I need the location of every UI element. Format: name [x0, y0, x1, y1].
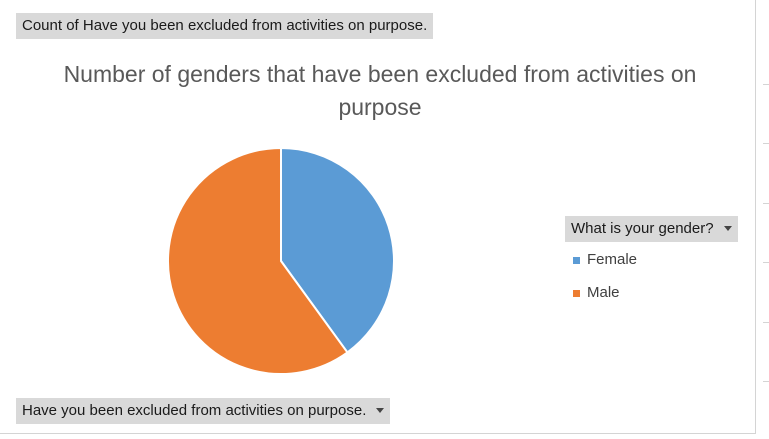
legend-field-button[interactable]: What is your gender? — [565, 216, 738, 242]
sheet-gridline — [763, 322, 769, 323]
chevron-down-icon[interactable] — [723, 225, 732, 231]
pie-slice-female[interactable] — [280, 146, 395, 354]
sheet-gridline — [763, 381, 769, 382]
axis-field-button[interactable]: Have you been excluded from activities o… — [16, 398, 391, 424]
sheet-gridline — [763, 84, 769, 85]
value-field-button[interactable]: Count of Have you been excluded from act… — [16, 13, 434, 39]
value-field-label: Count of Have you been excluded from act… — [22, 17, 428, 34]
sheet-gridline — [763, 262, 769, 263]
sheet-gridline — [763, 143, 769, 144]
chevron-down-icon[interactable] — [376, 407, 385, 413]
pie-slice-male[interactable] — [167, 146, 349, 375]
legend-label: Male — [587, 284, 620, 301]
legend-item-male[interactable]: Male — [573, 283, 637, 316]
legend-item-female[interactable]: Female — [573, 250, 637, 283]
sheet-gridline — [763, 203, 769, 204]
legend: Female Male — [573, 250, 637, 316]
chart-title: Number of genders that have been exclude… — [63, 61, 697, 120]
legend-swatch — [573, 290, 580, 297]
axis-field-label: Have you been excluded from activities o… — [22, 402, 367, 419]
legend-field-label: What is your gender? — [571, 220, 714, 237]
legend-swatch — [573, 257, 580, 264]
legend-label: Female — [587, 251, 638, 268]
